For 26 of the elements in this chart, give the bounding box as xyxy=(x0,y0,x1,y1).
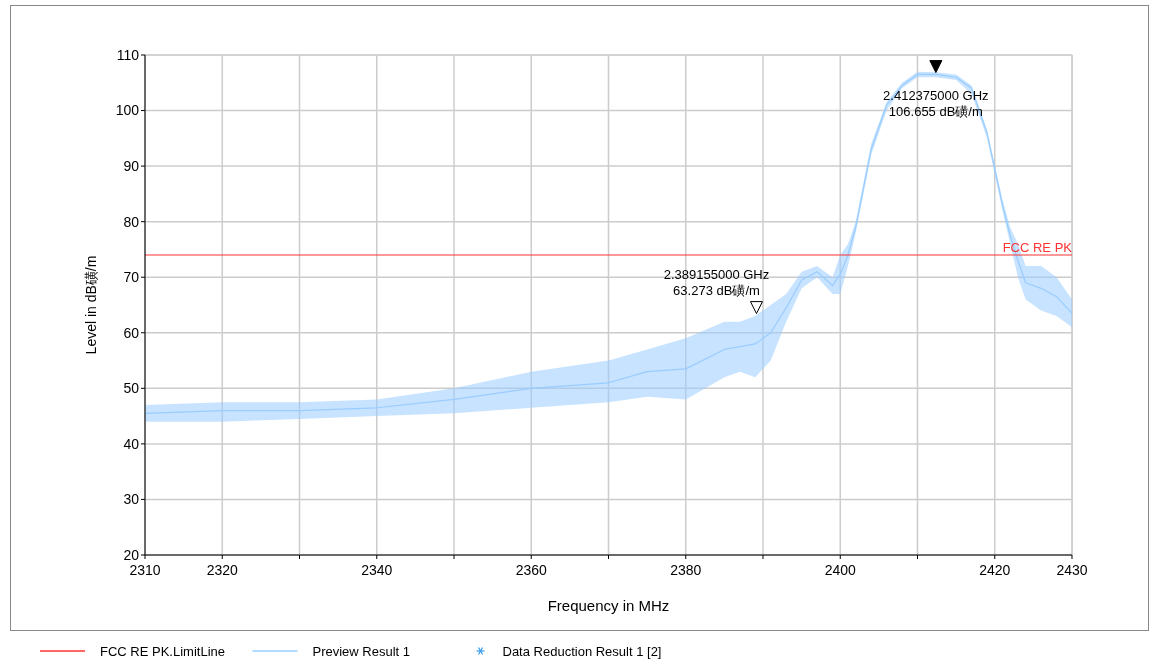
x-tick-label: 2420 xyxy=(979,562,1011,578)
y-tick-label: 40 xyxy=(123,435,140,452)
y-tick-label: 30 xyxy=(123,491,140,508)
x-tick-label: 2360 xyxy=(515,562,548,578)
y-tick-label: 90 xyxy=(123,158,140,175)
x-tick-label: 2430 xyxy=(1056,562,1088,578)
y-axis-title: Level in dB磺/m xyxy=(83,255,99,355)
y-tick-label: 20 xyxy=(123,546,140,563)
x-tick-label: 2310 xyxy=(129,562,161,578)
x-tick-label: 2340 xyxy=(361,562,393,578)
x-tick-label: 2320 xyxy=(206,562,239,578)
y-tick-label: 50 xyxy=(123,380,140,397)
legend-label: Preview Result 1 xyxy=(312,643,411,659)
y-tick-label: 60 xyxy=(123,324,140,341)
y-tick-label: 70 xyxy=(123,269,140,286)
annotation: 2.389155000 GHz 63.273 dB磺/m xyxy=(663,266,770,298)
x-axis-title: Frequency in MHz xyxy=(547,597,670,614)
legend-label: Data Reduction Result 1 [2] xyxy=(502,643,662,659)
x-tick-label: 2380 xyxy=(670,562,702,578)
annotation: 2.412375000 GHz 106.655 dB磺/m xyxy=(883,87,989,119)
x-tick-label: 2400 xyxy=(824,562,857,578)
annotation: FCC RE PK xyxy=(1002,240,1073,255)
y-tick-label: 100 xyxy=(115,102,140,119)
y-tick-label: 80 xyxy=(123,213,140,230)
y-tick-label: 110 xyxy=(116,46,140,63)
legend-label: FCC RE PK.LimitLine xyxy=(100,643,225,659)
